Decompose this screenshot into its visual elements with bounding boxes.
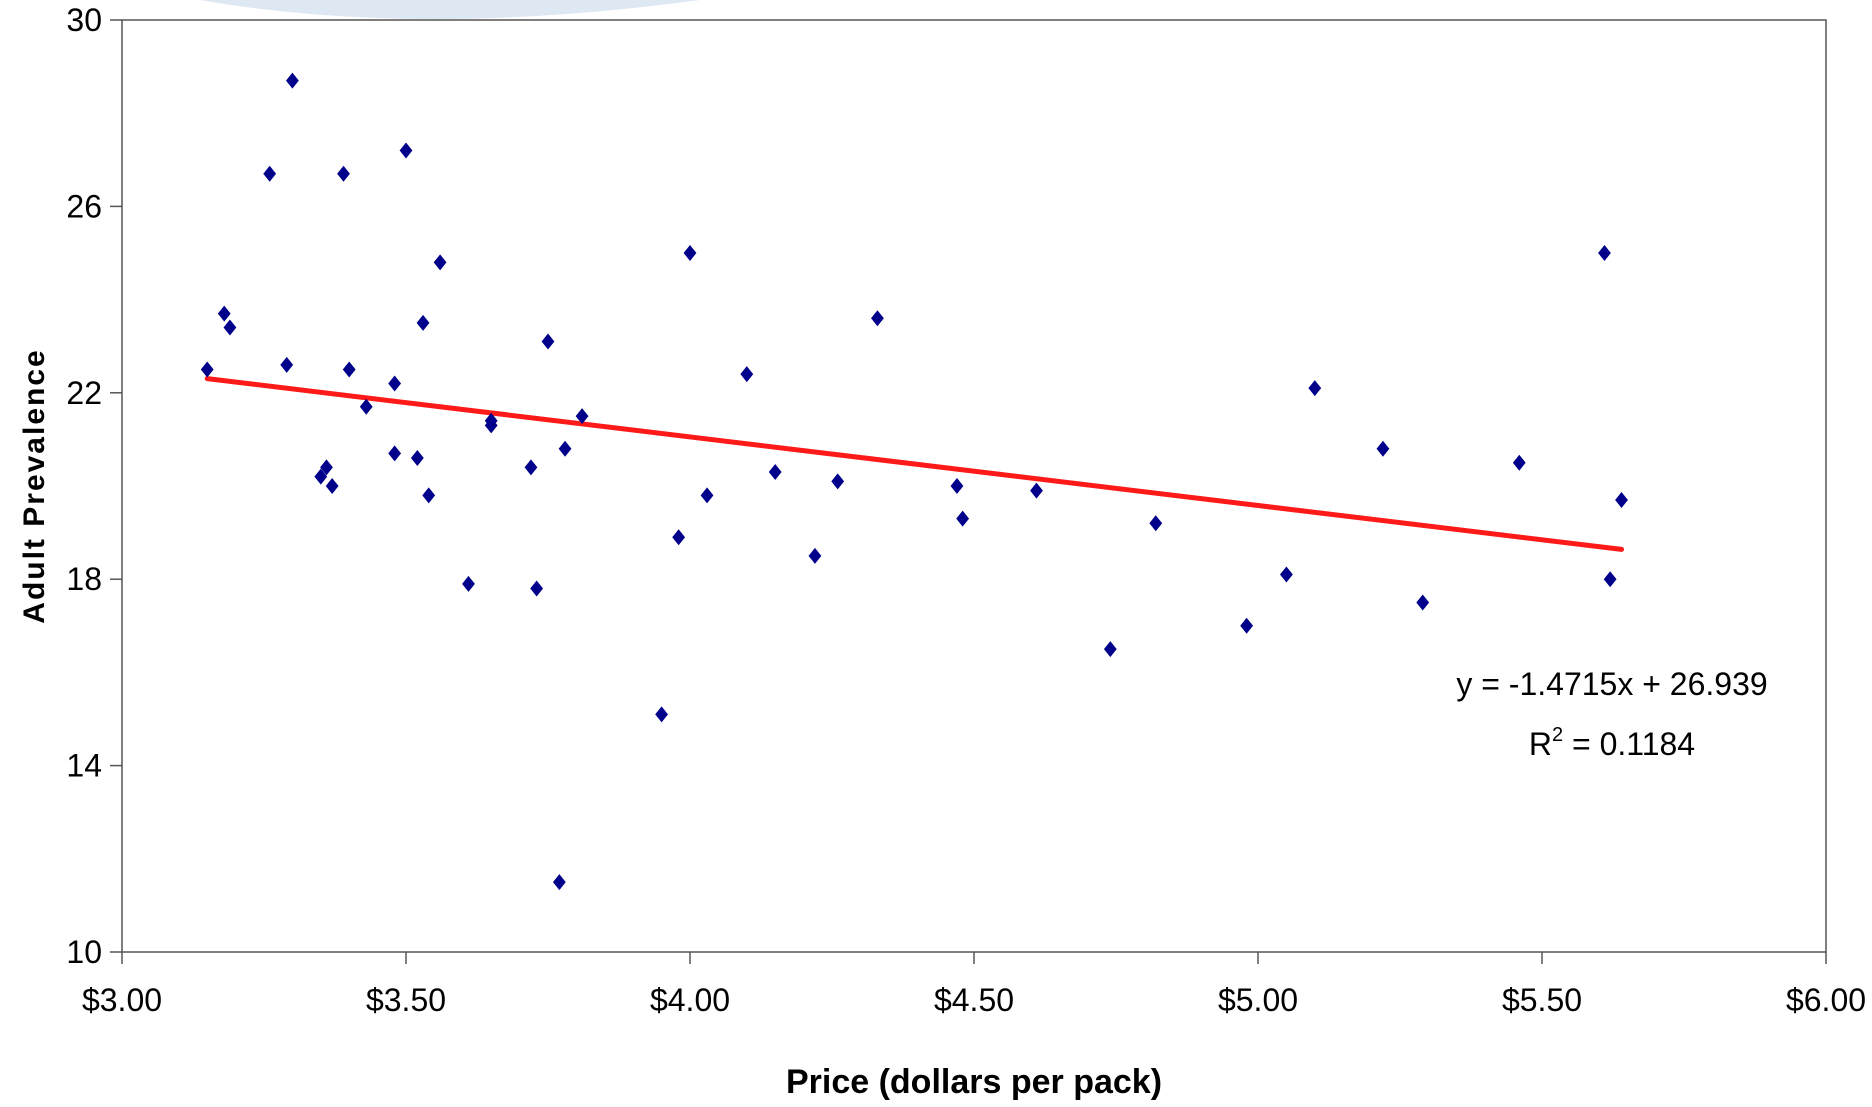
data-point — [1376, 440, 1390, 457]
data-point — [1103, 641, 1117, 658]
x-tick-label: $3.00 — [82, 982, 162, 1018]
data-point — [740, 366, 754, 383]
y-tick-label: 26 — [66, 188, 102, 224]
data-point — [462, 575, 475, 592]
x-tick-label: $4.50 — [934, 982, 1014, 1018]
data-point — [530, 580, 544, 597]
data-point — [1280, 566, 1293, 583]
data-point — [558, 440, 572, 457]
data-point — [223, 319, 237, 336]
data-point — [1598, 245, 1611, 261]
data-point — [263, 165, 277, 182]
y-tick-label: 30 — [66, 2, 102, 38]
data-point — [399, 142, 413, 159]
data-point — [700, 487, 714, 504]
data-point — [217, 305, 231, 322]
data-point — [422, 487, 436, 504]
y-tick-label: 14 — [66, 748, 102, 784]
data-point — [950, 478, 964, 494]
data-point — [416, 314, 430, 331]
trendline-r-squared: R2 = 0.1184 — [1529, 724, 1695, 762]
data-point — [1308, 380, 1322, 397]
data-point — [359, 398, 373, 415]
data-point — [1512, 454, 1526, 471]
data-point — [1603, 571, 1617, 588]
trendline-group — [204, 376, 1625, 552]
data-points — [200, 72, 1628, 891]
data-point — [1416, 594, 1430, 611]
r-squared-exponent: 2 — [1552, 724, 1563, 746]
data-point — [325, 478, 339, 494]
data-point — [1615, 491, 1628, 508]
trendline — [204, 376, 1625, 552]
y-axis: 10 14 18 22 26 30 — [66, 2, 122, 970]
data-point — [320, 459, 333, 476]
data-point — [200, 361, 214, 378]
data-point — [575, 408, 589, 425]
data-point — [1240, 617, 1254, 634]
r-squared-prefix: R — [1529, 726, 1552, 762]
data-point — [956, 510, 970, 527]
data-point — [1030, 482, 1043, 499]
data-point — [672, 529, 686, 546]
data-point — [388, 375, 402, 392]
data-point — [655, 706, 668, 723]
data-point — [280, 356, 294, 373]
data-point — [286, 72, 299, 89]
y-tick-label: 18 — [66, 561, 102, 597]
background-swoosh — [200, 0, 700, 19]
data-point — [808, 547, 822, 564]
y-axis-label: Adult Prevalence — [18, 348, 51, 623]
data-point — [768, 464, 782, 481]
data-point — [337, 165, 350, 182]
x-axis: $3.00 $3.50 $4.00 $4.50 $5.00 $5.50 $6.00 — [82, 952, 1866, 1018]
r-squared-value: = 0.1184 — [1563, 726, 1695, 762]
x-tick-label: $3.50 — [366, 982, 446, 1018]
x-tick-label: $6.00 — [1786, 982, 1866, 1018]
data-point — [683, 245, 697, 261]
y-tick-label: 10 — [66, 934, 102, 970]
data-point — [831, 473, 845, 490]
x-tick-label: $4.00 — [650, 982, 730, 1018]
y-tick-label: 22 — [66, 375, 102, 411]
data-point — [342, 361, 356, 378]
data-point — [552, 874, 566, 891]
data-point — [524, 459, 538, 476]
trendline-equation: y = -1.4715x + 26.939 — [1456, 666, 1767, 702]
data-point — [484, 417, 498, 434]
data-point — [314, 468, 328, 485]
plot-area — [121, 19, 1827, 953]
data-point — [1149, 515, 1163, 532]
x-axis-label: Price (dollars per pack) — [786, 1063, 1162, 1101]
data-point — [410, 450, 424, 467]
data-point — [433, 254, 447, 271]
data-point — [388, 445, 402, 462]
data-point — [541, 333, 555, 350]
data-point — [871, 310, 884, 327]
x-tick-label: $5.50 — [1502, 982, 1582, 1018]
x-tick-label: $5.00 — [1218, 982, 1298, 1018]
